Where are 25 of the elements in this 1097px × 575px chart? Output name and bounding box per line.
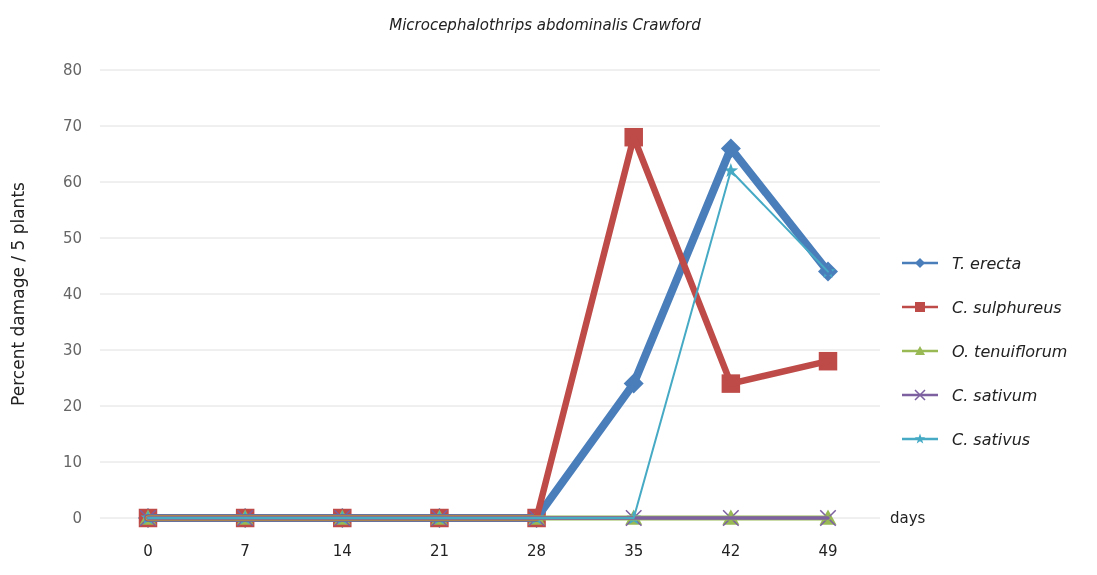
legend-label: C. sativus xyxy=(952,429,1031,449)
y-tick-label: 70 xyxy=(62,117,82,136)
y-tick-label: 0 xyxy=(72,509,82,528)
x-axis-title: days xyxy=(890,509,926,528)
legend-label: T. erecta xyxy=(952,253,1022,273)
y-tick-label: 60 xyxy=(62,173,82,192)
y-tick-label: 30 xyxy=(62,341,82,360)
x-tick-label: 14 xyxy=(332,542,352,560)
legend-label: C. sativum xyxy=(952,385,1038,405)
y-tick-label: 20 xyxy=(62,397,82,416)
chart-title: Microcephalothrips abdominalis Crawford xyxy=(389,16,702,34)
x-tick-label: 0 xyxy=(143,542,153,560)
x-tick-label: 28 xyxy=(527,542,547,560)
x-tick-label: 21 xyxy=(429,542,449,560)
y-axis-title: Percent damage / 5 plants xyxy=(8,181,28,406)
x-tick-label: 7 xyxy=(240,542,250,560)
y-tick-label: 80 xyxy=(62,61,82,80)
y-tick-label: 50 xyxy=(62,229,82,248)
legend-label: C. sulphureus xyxy=(952,297,1062,317)
y-tick-label: 10 xyxy=(62,453,82,472)
x-tick-label: 35 xyxy=(624,542,644,560)
x-tick-label: 42 xyxy=(721,542,741,560)
x-tick-label: 49 xyxy=(818,542,838,560)
y-tick-label: 40 xyxy=(62,285,82,304)
legend-label: O. tenuiflorum xyxy=(952,341,1068,361)
